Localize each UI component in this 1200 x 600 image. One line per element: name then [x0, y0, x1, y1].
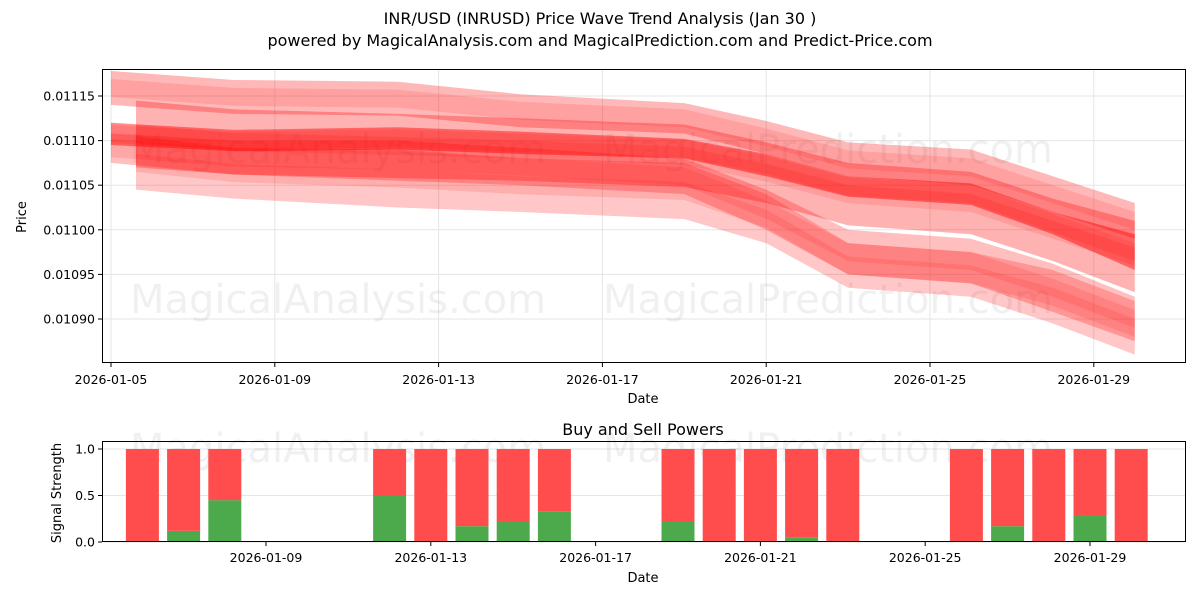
- x-tick-label: 2026-01-17: [566, 372, 639, 387]
- buy-bar: [373, 496, 406, 543]
- x-tick-label: 2026-01-13: [394, 550, 467, 565]
- sell-bar: [1032, 449, 1065, 542]
- buy-bar: [167, 531, 200, 542]
- price-y-label: Price: [15, 201, 30, 233]
- buy-bar: [991, 526, 1024, 542]
- sell-bar: [662, 449, 695, 522]
- sell-bar: [991, 449, 1024, 526]
- sell-bar: [208, 449, 241, 500]
- x-tick-label: 2026-01-25: [894, 372, 967, 387]
- x-tick-label: 2026-01-29: [1057, 372, 1130, 387]
- sell-bar: [785, 449, 818, 537]
- price-x-label: Date: [627, 392, 658, 407]
- buy-bar: [208, 500, 241, 542]
- buy-bar: [1074, 516, 1107, 542]
- signal-y-label: Signal Strength: [50, 443, 65, 543]
- sell-bar: [497, 449, 530, 522]
- signal-x-label: Date: [627, 571, 658, 586]
- x-tick-label: 2026-01-17: [559, 550, 632, 565]
- sell-bar: [126, 449, 159, 542]
- y-tick-label: 0.01100: [43, 222, 95, 237]
- y-tick-label: 0.01110: [43, 133, 95, 148]
- y-tick-label: 0.01090: [43, 312, 95, 327]
- sell-bar: [1115, 449, 1148, 542]
- sell-bar: [373, 449, 406, 496]
- x-tick-label: 2026-01-25: [889, 550, 962, 565]
- x-tick-label: 2026-01-05: [75, 372, 148, 387]
- sell-bar: [703, 449, 736, 542]
- y-tick-label: 0.0: [75, 535, 95, 550]
- signal-x-axis: 2026-01-09 2026-01-13 2026-01-17 2026-01-21…: [230, 542, 1127, 565]
- chart-canvas: MagicalAnalysis.com MagicalPrediction.co…: [0, 0, 1200, 600]
- signal-y-axis: 1.0 0.5 0.0: [75, 442, 102, 550]
- y-tick-label: 0.01115: [43, 89, 95, 104]
- sell-bar: [1074, 449, 1107, 516]
- sell-bar: [456, 449, 489, 526]
- price-y-axis: 0.01115 0.01110 0.01105 0.01100 0.01095 0.010…: [43, 89, 102, 327]
- y-tick-label: 0.5: [75, 488, 95, 503]
- y-tick-label: 0.01105: [43, 178, 95, 193]
- x-tick-label: 2026-01-21: [724, 550, 797, 565]
- y-tick-label: 0.01095: [43, 267, 95, 282]
- y-tick-label: 1.0: [75, 442, 95, 457]
- sell-bar: [167, 449, 200, 531]
- sell-bar: [826, 449, 859, 542]
- x-tick-label: 2026-01-09: [238, 372, 311, 387]
- price-x-axis: 2026-01-05 2026-01-09 2026-01-13 2026-01-17…: [75, 363, 1130, 387]
- sell-bar: [744, 449, 777, 542]
- buy-bar: [538, 511, 571, 542]
- buy-bar: [497, 522, 530, 542]
- x-tick-label: 2026-01-29: [1054, 550, 1127, 565]
- buy-bar: [456, 526, 489, 542]
- x-tick-label: 2026-01-13: [402, 372, 475, 387]
- x-tick-label: 2026-01-09: [230, 550, 303, 565]
- sell-bar: [414, 449, 447, 542]
- buy-bar: [662, 522, 695, 542]
- x-tick-label: 2026-01-21: [730, 372, 803, 387]
- sell-bar: [950, 449, 983, 542]
- watermark-left-2: MagicalAnalysis.com: [130, 277, 546, 323]
- sell-bar: [538, 449, 571, 511]
